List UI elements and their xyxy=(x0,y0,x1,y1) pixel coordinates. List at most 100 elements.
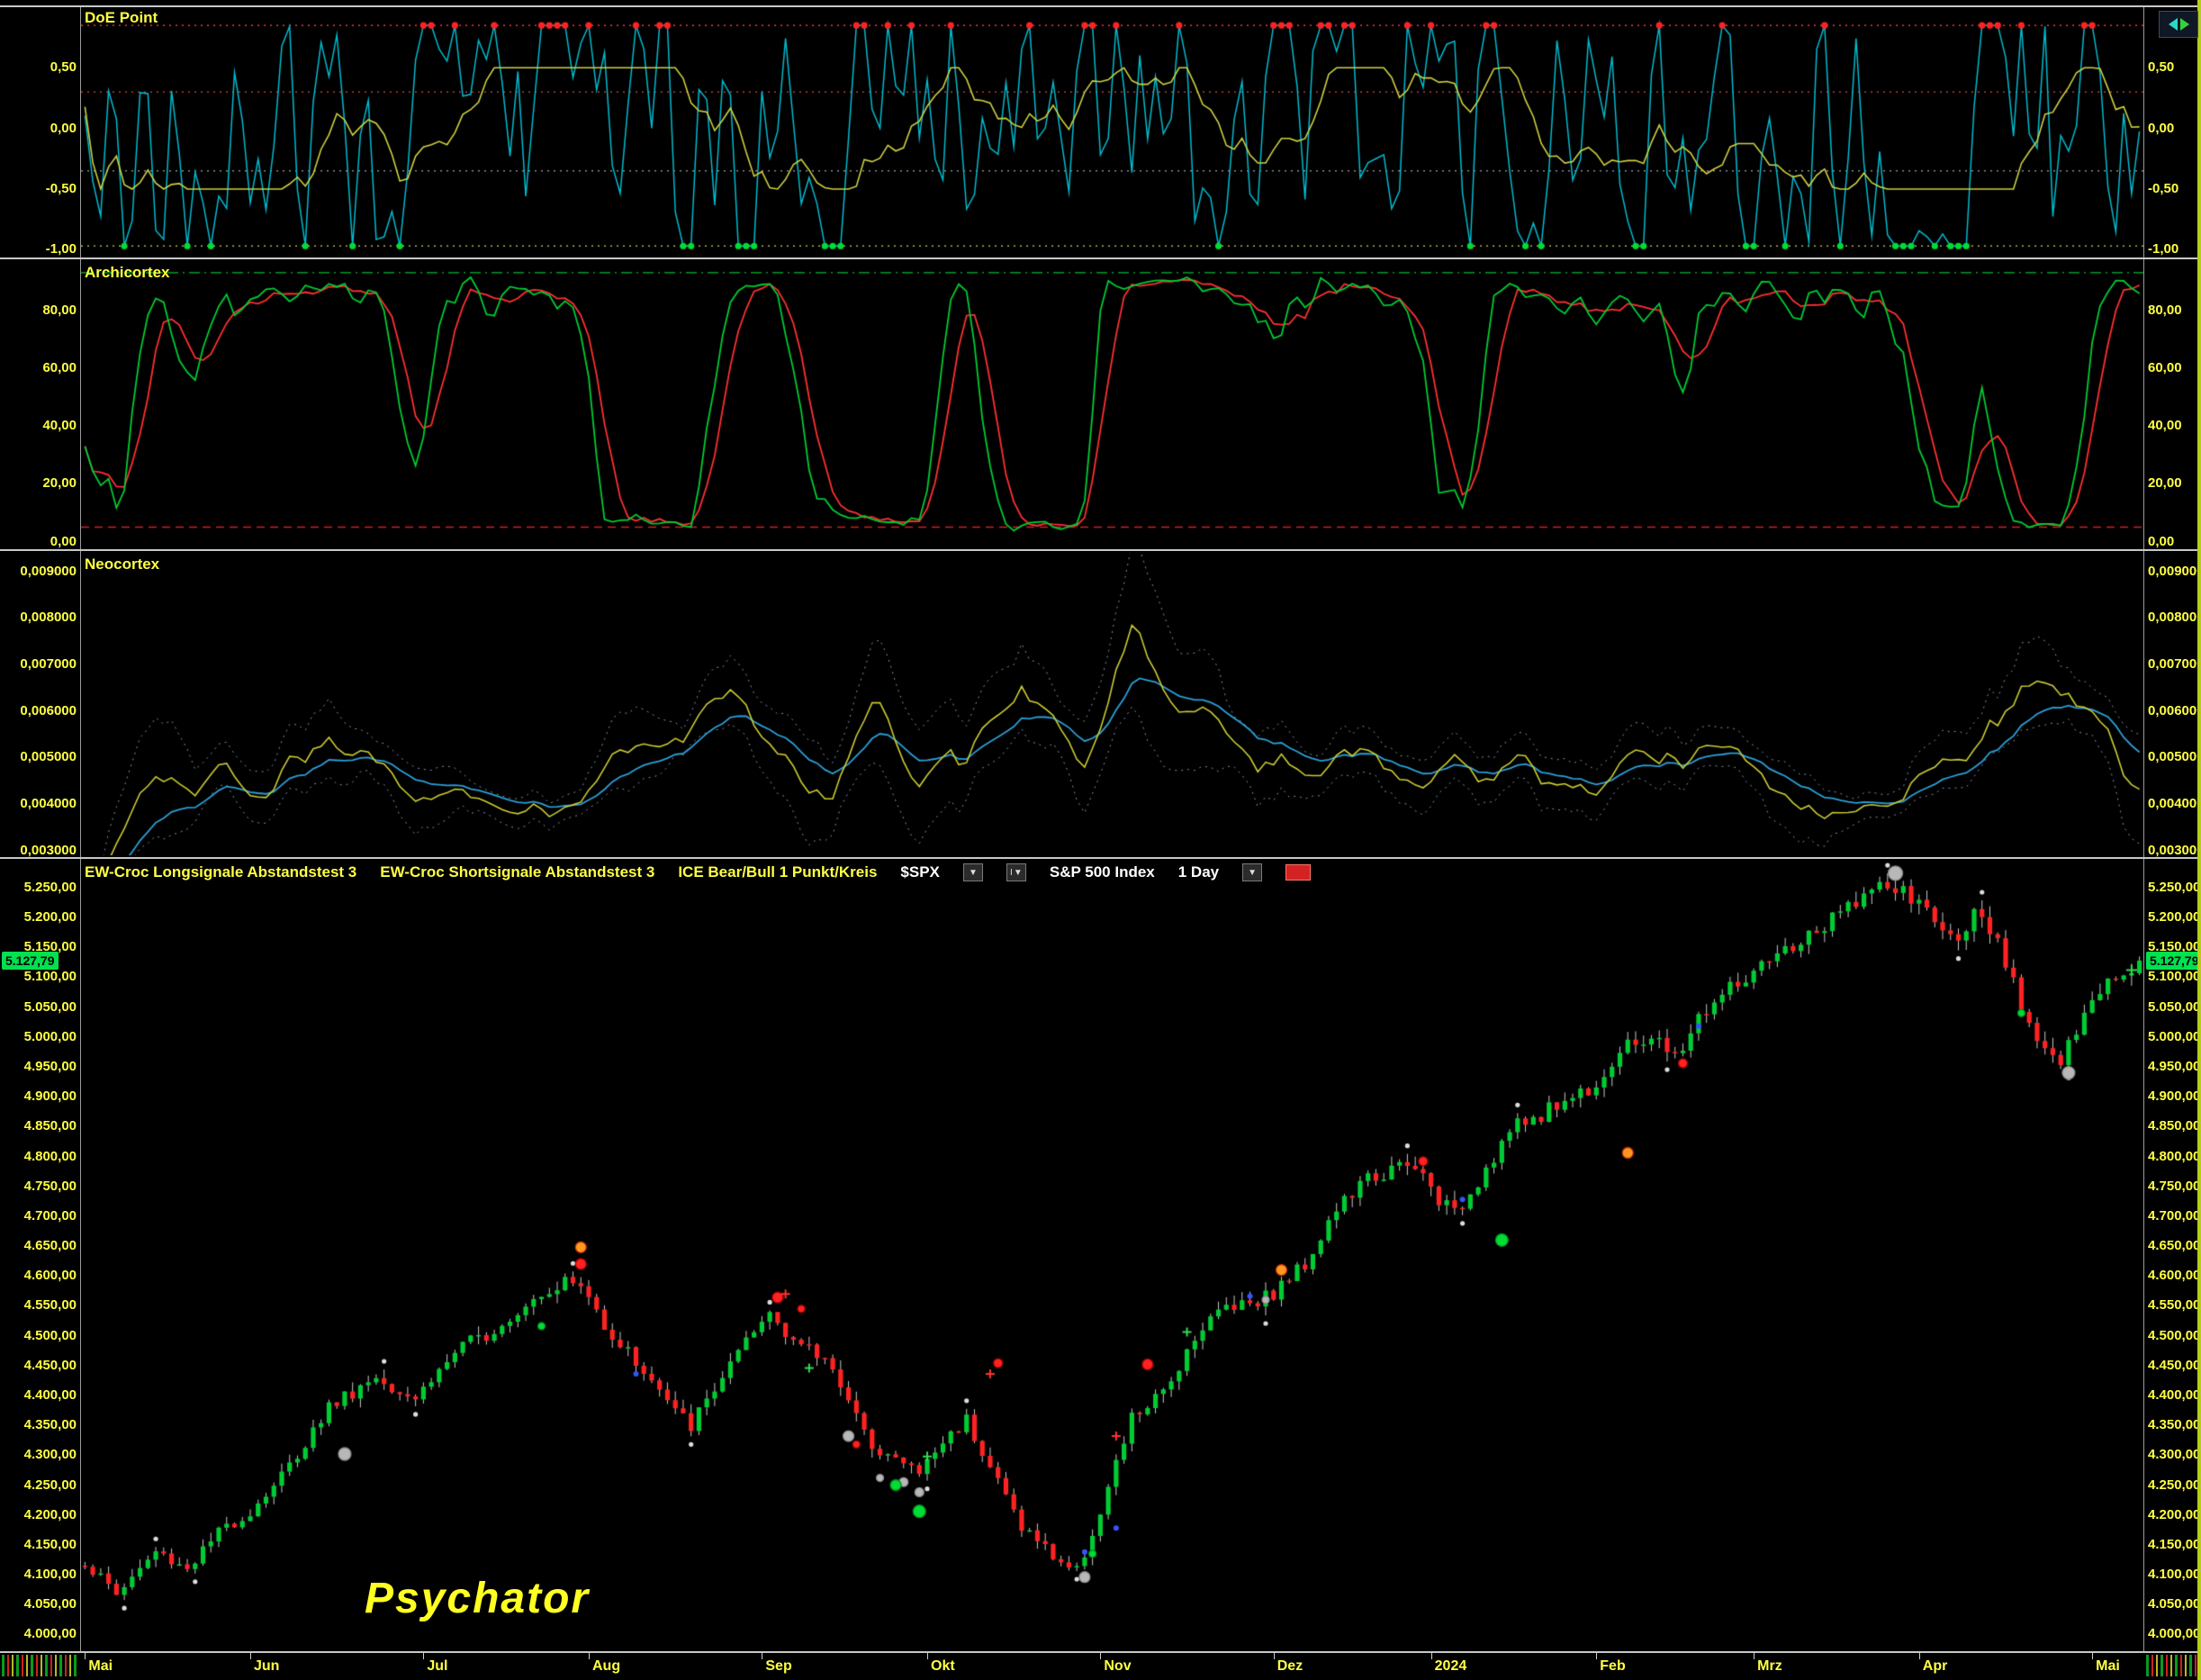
y-tick-label: 0,003000 xyxy=(20,842,77,858)
y-tick-label: 4.250,00 xyxy=(23,1477,77,1493)
y-tick-label: 4.800,00 xyxy=(2148,1148,2201,1164)
watermark: Psychator xyxy=(365,1575,591,1622)
indicator-icon: I xyxy=(1010,867,1013,878)
y-tick-label: 4.400,00 xyxy=(2148,1386,2201,1403)
panel-separator xyxy=(0,549,2201,551)
y-tick-label: 5.150,00 xyxy=(23,939,77,955)
price-candlestick-plot[interactable] xyxy=(81,861,2143,1649)
y-tick-label: 0,00 xyxy=(50,533,77,549)
y-tick-label: 4.900,00 xyxy=(2148,1088,2201,1105)
plot-right-border xyxy=(2143,5,2144,1653)
index-name-label: S&P 500 Index xyxy=(1049,863,1155,881)
price-panel-header: EW-Croc Longsignale Abstandstest 3 EW-Cr… xyxy=(85,863,1312,881)
doe-point-plot[interactable] xyxy=(81,7,2143,256)
plot-left-border xyxy=(80,5,81,1653)
month-label: Okt xyxy=(931,1658,955,1674)
y-tick-label: 4.300,00 xyxy=(23,1447,77,1463)
month-tick xyxy=(927,1653,928,1659)
panel-separator xyxy=(0,5,2201,7)
short-signal-indicator-label: EW-Croc Shortsignale Abstandstest 3 xyxy=(380,863,655,881)
y-tick-label: 0,007000 xyxy=(20,656,77,673)
archicortex-plot[interactable] xyxy=(81,261,2143,547)
y-tick-label: 4.350,00 xyxy=(23,1417,77,1433)
arrow-left-icon xyxy=(2168,18,2178,31)
y-tick-label: 4.200,00 xyxy=(23,1506,77,1522)
panel-separator xyxy=(0,857,2201,859)
y-tick-label: 4.250,00 xyxy=(2148,1477,2201,1493)
y-tick-label: 4.950,00 xyxy=(23,1058,77,1074)
y-tick-label: 0,005000 xyxy=(2148,749,2201,765)
y-tick-label: 0,008000 xyxy=(2148,610,2201,626)
month-label: Jul xyxy=(427,1658,448,1674)
y-tick-label: 60,00 xyxy=(2148,359,2182,375)
y-tick-label: 0,00 xyxy=(2148,533,2175,549)
symbol-dropdown-button[interactable]: ▼ xyxy=(962,863,983,881)
y-tick-label: 4.350,00 xyxy=(2148,1417,2201,1433)
y-tick-label: 4.050,00 xyxy=(23,1596,77,1612)
y-tick-label: 20,00 xyxy=(2148,475,2182,492)
chevron-down-icon: ▼ xyxy=(1248,867,1258,878)
y-tick-label: 4.700,00 xyxy=(23,1207,77,1224)
time-axis: Mai Jun Jul Aug Sep Okt Nov Dez 2024 Feb Mrz Apr Mai xyxy=(0,1653,2201,1680)
y-tick-label: 5.000,00 xyxy=(23,1028,77,1044)
neocortex-plot[interactable] xyxy=(81,553,2143,855)
month-tick xyxy=(1273,1653,1275,1659)
panel-title-doe-point: DoE Point xyxy=(85,9,158,26)
month-tick xyxy=(85,1653,86,1659)
y-tick-label: 4.150,00 xyxy=(23,1536,77,1552)
mini-legend-left xyxy=(2,1655,77,1676)
last-price-tag-right: 5.127,79 xyxy=(2146,951,2201,970)
scroll-arrows-icon[interactable] xyxy=(2159,11,2198,38)
y-tick-label: 4.450,00 xyxy=(2148,1357,2201,1373)
month-tick xyxy=(589,1653,590,1659)
y-tick-label: 4.050,00 xyxy=(2148,1596,2201,1612)
month-tick xyxy=(423,1653,425,1659)
y-tick-label: 4.650,00 xyxy=(23,1238,77,1254)
y-tick-label: 0,50 xyxy=(2148,59,2175,76)
month-label: Mai xyxy=(88,1658,113,1674)
y-tick-label: 4.800,00 xyxy=(23,1148,77,1164)
y-tick-label: 4.000,00 xyxy=(2148,1626,2201,1642)
y-tick-label: 5.250,00 xyxy=(2148,879,2201,895)
y-tick-label: 4.500,00 xyxy=(23,1327,77,1343)
y-tick-label: 4.550,00 xyxy=(23,1297,77,1314)
symbol-label: $SPX xyxy=(900,863,940,881)
panel-title-archicortex: Archicortex xyxy=(85,264,170,281)
y-tick-label: 4.850,00 xyxy=(2148,1118,2201,1134)
y-tick-label: 4.650,00 xyxy=(2148,1238,2201,1254)
month-label: Aug xyxy=(592,1658,621,1674)
y-tick-label: 5.000,00 xyxy=(2148,1028,2201,1044)
y-tick-label: 4.600,00 xyxy=(23,1268,77,1284)
month-label: Feb xyxy=(1600,1658,1626,1674)
y-tick-label: 4.550,00 xyxy=(2148,1297,2201,1314)
month-label: 2024 xyxy=(1434,1658,1467,1674)
month-label: Sep xyxy=(765,1658,792,1674)
y-tick-label: 4.100,00 xyxy=(23,1567,77,1583)
month-label: Mrz xyxy=(1757,1658,1782,1674)
chevron-down-icon: ▼ xyxy=(968,867,978,878)
y-tick-label: 5.100,00 xyxy=(2148,969,2201,985)
y-tick-label: 5.200,00 xyxy=(23,909,77,926)
panel-separator xyxy=(0,257,2201,259)
y-tick-label: 0,007000 xyxy=(2148,656,2201,673)
chart-style-icon[interactable] xyxy=(1285,864,1312,881)
y-tick-label: 40,00 xyxy=(42,418,77,434)
y-tick-label: 80,00 xyxy=(2148,302,2182,318)
y-tick-label: 4.700,00 xyxy=(2148,1207,2201,1224)
y-tick-label: 4.300,00 xyxy=(2148,1447,2201,1463)
month-tick xyxy=(1430,1653,1432,1659)
month-label: Apr xyxy=(1922,1658,1948,1674)
y-tick-label: 0,50 xyxy=(50,59,77,76)
y-tick-label: 0,00 xyxy=(50,120,77,136)
y-tick-label: 4.900,00 xyxy=(23,1088,77,1105)
indicator-dropdown-button[interactable]: I ▼ xyxy=(1006,863,1026,881)
timeframe-dropdown-button[interactable]: ▼ xyxy=(1242,863,1263,881)
y-tick-label: 4.200,00 xyxy=(2148,1506,2201,1522)
month-tick xyxy=(1100,1653,1102,1659)
month-tick xyxy=(2092,1653,2094,1659)
y-tick-label: 0,009000 xyxy=(2148,563,2201,579)
y-tick-label: 4.500,00 xyxy=(2148,1327,2201,1343)
month-tick xyxy=(250,1653,251,1659)
y-tick-label: 5.250,00 xyxy=(23,879,77,895)
